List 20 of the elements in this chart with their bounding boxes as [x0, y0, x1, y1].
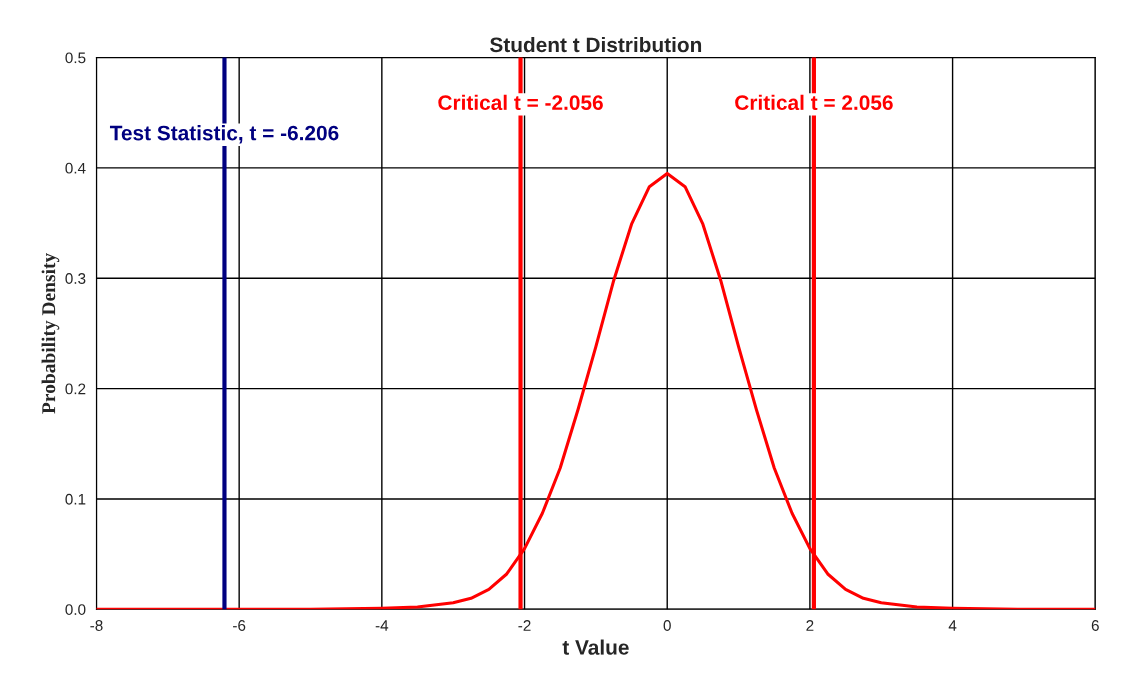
x-tick-label: 0 — [663, 620, 671, 631]
chart-title: Student t Distribution — [490, 36, 702, 53]
y-tick-label: 0.2 — [65, 383, 86, 395]
x-tick-label: 4 — [948, 620, 957, 631]
x-tick-label: -4 — [375, 620, 389, 631]
y-tick-label: 0.5 — [65, 52, 86, 64]
y-tick-label: 0.0 — [65, 604, 86, 615]
x-tick-label: -8 — [90, 620, 103, 631]
x-axis-title: t Value — [562, 639, 629, 655]
x-tick-label: 6 — [1091, 620, 1099, 631]
y-tick-label: 0.4 — [65, 162, 86, 174]
y-tick-label: 0.3 — [65, 273, 86, 284]
x-tick-label: 2 — [806, 620, 814, 631]
x-tick-label: -2 — [518, 620, 531, 631]
ref-line-label: Critical t = -2.056 — [438, 94, 603, 111]
x-tick-label: -6 — [233, 620, 246, 631]
y-axis-title: Probability Density — [41, 253, 60, 414]
ref-line-label: Test Statistic, t = -6.206 — [109, 125, 339, 144]
y-tick-label: 0.1 — [65, 493, 86, 505]
ref-line-label: Critical t = 2.056 — [735, 94, 893, 111]
